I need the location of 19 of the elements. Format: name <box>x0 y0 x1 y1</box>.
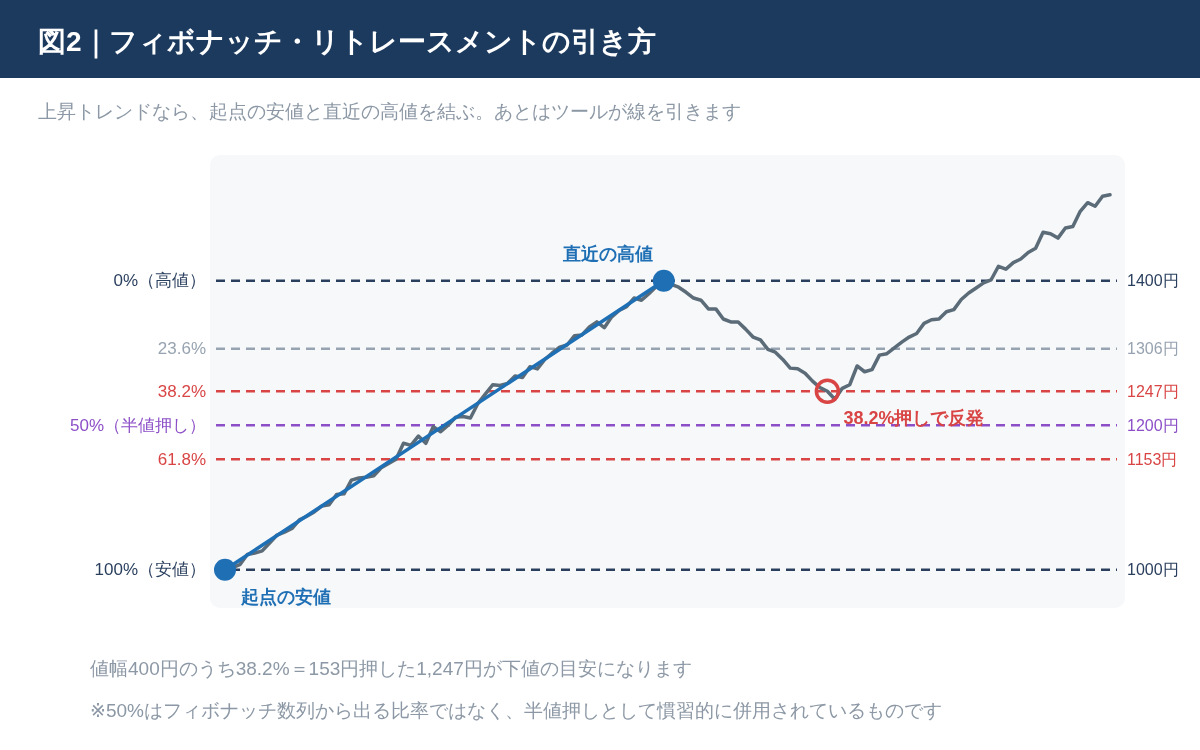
y2-tick-label: 1247円 <box>1127 382 1179 400</box>
text: 値幅400円のうち38.2%＝153円押した1,247円が下値の目安になります <box>90 657 692 679</box>
chart-title: 図2｜フィボナッチ・リトレースメントの引き方 <box>38 25 656 59</box>
y2-tick-label: 1400円 <box>1127 272 1179 290</box>
y-tick-label: 38.2% <box>157 381 206 401</box>
y2-tick-label: 1200円 <box>1127 416 1179 434</box>
annotation: 38.2%押しで反発 <box>843 408 985 429</box>
annotation: 直近の高値 <box>561 243 653 264</box>
y-tick-label: 23.6% <box>157 339 206 359</box>
y2-tick-label: 1153円 <box>1127 450 1178 468</box>
text: ※50%はフィボナッチ数列から出る比率ではなく、半値押しとして慣習的に併用されているものです <box>90 699 942 721</box>
y-tick-label: 50%（半値押し） <box>69 415 206 435</box>
y2-tick-label: 1000円 <box>1127 561 1179 579</box>
y-tick-label: 61.8% <box>157 449 206 469</box>
chart-subtitle: 上昇トレンドなら、起点の安値と直近の高値を結ぶ。あとはツールが線を引きます <box>38 100 741 122</box>
annotation: 起点の安値 <box>240 586 331 607</box>
y-tick-label: 100%（安値） <box>94 560 206 580</box>
y2-tick-label: 1306円 <box>1127 340 1179 358</box>
y-tick-label: 0%（高値） <box>113 271 206 291</box>
